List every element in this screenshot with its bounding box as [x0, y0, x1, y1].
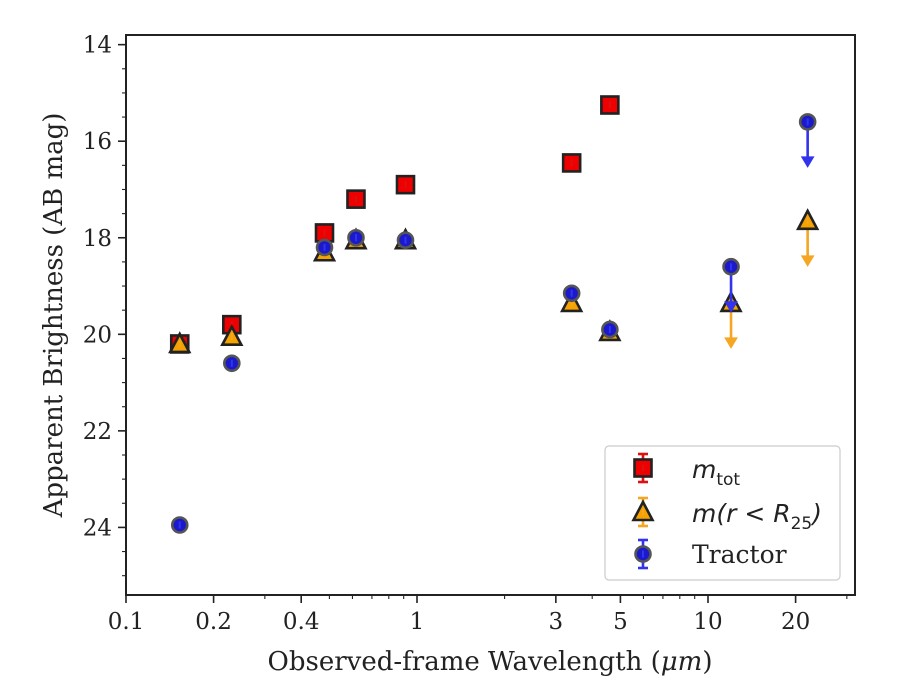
- mtot-point: [395, 174, 416, 195]
- legend-label-tractor: Tractor: [692, 540, 787, 569]
- y-tick-label: 22: [83, 419, 112, 445]
- m-r25-point: [168, 331, 192, 354]
- tractor-upper-limit-point: [798, 113, 817, 131]
- x-axis-label: Observed-frame Wavelength (μm): [268, 647, 713, 677]
- x-tick-label: 0.1: [108, 609, 145, 635]
- tractor-point: [347, 228, 365, 247]
- y-tick-label: 24: [83, 515, 112, 541]
- x-tick-label: 0.2: [195, 609, 232, 635]
- plot-frame: [125, 34, 856, 596]
- tractor-point: [170, 516, 189, 534]
- tractor-point: [601, 320, 619, 339]
- x-tick-label: 10: [693, 609, 722, 635]
- legend-marker: [631, 499, 655, 522]
- legend-symbol-tractor: [634, 538, 652, 570]
- m-r25-upper-limit-point: [795, 208, 820, 231]
- x-tick-label: 1: [410, 609, 425, 635]
- tractor-point: [315, 238, 334, 257]
- mtot-point: [600, 95, 620, 115]
- tractor-point: [562, 284, 581, 303]
- legend-marker: [634, 545, 652, 563]
- legend-symbol-m-r25: [631, 496, 655, 528]
- y-tick-label: 20: [83, 322, 112, 348]
- y-axis-label: Apparent Brightness (AB mag): [39, 113, 69, 519]
- legend-marker: [633, 458, 653, 478]
- plot-markers: [168, 95, 820, 534]
- y-tick-label: 18: [83, 226, 112, 252]
- legend: mtot m(r < R25) Tractor: [604, 445, 841, 581]
- x-tick-label: 5: [613, 609, 628, 635]
- x-tick-label: 3: [549, 609, 564, 635]
- y-axis-ticks: 14 16 18 20 22 24: [83, 33, 126, 577]
- legend-label-mtot: mtot: [692, 455, 740, 490]
- x-axis-ticks: 0.1 0.2 0.4 1 3 5 10 20: [108, 595, 848, 635]
- tractor-upper-limit-point: [722, 257, 740, 276]
- x-tick-label: 20: [781, 609, 810, 635]
- y-tick-label: 16: [83, 129, 112, 155]
- legend-label-m-r25: m(r < R25): [692, 499, 822, 534]
- tractor-point: [396, 231, 415, 249]
- mtot-point: [346, 189, 366, 209]
- mtot-point: [561, 153, 582, 173]
- m-r25-point: [220, 323, 244, 347]
- legend-box: [604, 445, 841, 581]
- x-tick-label: 0.4: [283, 609, 320, 635]
- tractor-point: [223, 354, 241, 373]
- legend-symbol-mtot: [633, 452, 653, 484]
- y-tick-label: 14: [83, 33, 112, 59]
